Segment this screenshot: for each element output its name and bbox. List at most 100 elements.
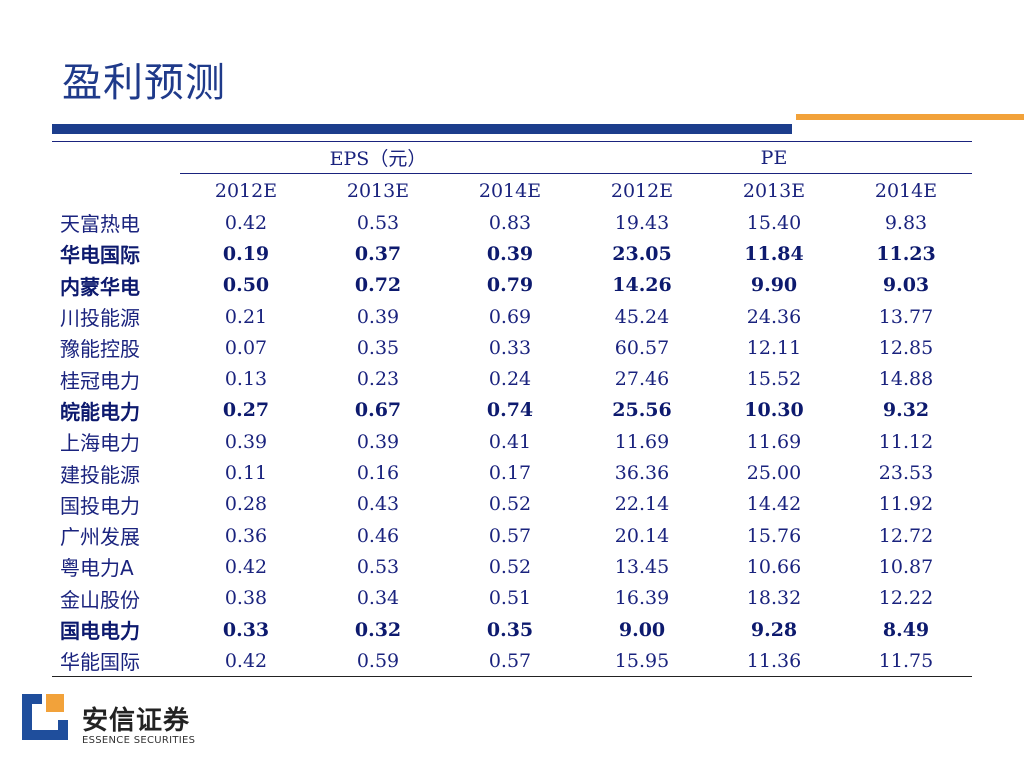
eps-value-cell: 0.39 (356, 305, 400, 328)
title-underline-orange (796, 114, 1024, 120)
year-header: 2013E (742, 179, 806, 202)
company-name-cell: 广州发展 (60, 525, 140, 550)
eps-value-cell: 0.50 (222, 274, 270, 297)
earnings-forecast-table: EPS（元） PE 2012E 2013E 2014E 2012E 2013E … (52, 141, 972, 678)
eps-value-cell: 0.83 (488, 211, 532, 234)
company-name-cell: 华电国际 (60, 243, 140, 268)
company-name-cell: 桂冠电力 (60, 368, 140, 393)
corner-cell (52, 142, 180, 174)
eps-value-cell: 0.32 (354, 618, 402, 641)
pe-value-cell: 23.53 (878, 462, 934, 485)
eps-value-cell: 0.34 (356, 587, 400, 610)
eps-value-cell: 0.53 (356, 211, 400, 234)
pe-value-cell: 24.36 (746, 305, 802, 328)
eps-value-cell: 0.57 (488, 524, 532, 547)
table-row: 华能国际 0.42 0.59 0.57 15.95 11.36 11.75 (52, 645, 972, 678)
eps-value-cell: 0.28 (224, 493, 268, 516)
year-header: 2014E (478, 179, 542, 202)
eps-value-cell: 0.19 (222, 242, 270, 265)
eps-value-cell: 0.23 (356, 368, 400, 391)
eps-value-cell: 0.24 (488, 368, 532, 391)
company-name-cell: 国投电力 (60, 493, 140, 518)
pe-value-cell: 13.77 (878, 305, 934, 328)
pe-value-cell: 9.32 (882, 399, 930, 422)
eps-value-cell: 0.51 (488, 587, 532, 610)
table-row: 豫能控股 0.07 0.35 0.33 60.57 12.11 12.85 (52, 332, 972, 363)
eps-value-cell: 0.39 (356, 430, 400, 453)
pe-value-cell: 14.42 (746, 493, 802, 516)
pe-value-cell: 10.66 (746, 555, 802, 578)
pe-value-cell: 11.84 (744, 242, 804, 265)
pe-value-cell: 25.56 (612, 399, 672, 422)
pe-value-cell: 12.11 (746, 336, 802, 359)
eps-value-cell: 0.21 (224, 305, 268, 328)
eps-value-cell: 0.69 (488, 305, 532, 328)
eps-group-header: EPS（元） (180, 141, 576, 174)
table-row: 国投电力 0.28 0.43 0.52 22.14 14.42 11.92 (52, 489, 972, 520)
eps-value-cell: 0.74 (486, 399, 534, 422)
pe-value-cell: 12.22 (878, 587, 934, 610)
table-row: 广州发展 0.36 0.46 0.57 20.14 15.76 12.72 (52, 520, 972, 551)
corner-cell (52, 174, 180, 208)
pe-value-cell: 10.30 (744, 399, 804, 422)
company-name-cell: 天富热电 (60, 212, 140, 237)
eps-value-cell: 0.67 (354, 399, 402, 422)
eps-value-cell: 0.36 (224, 524, 268, 547)
eps-value-cell: 0.38 (224, 587, 268, 610)
eps-value-cell: 0.79 (486, 274, 534, 297)
logo-english-name: ESSENCE SECURITIES (82, 735, 196, 746)
pe-value-cell: 15.52 (746, 368, 802, 391)
pe-value-cell: 14.26 (612, 274, 672, 297)
eps-value-cell: 0.43 (356, 493, 400, 516)
company-name-cell: 华能国际 (52, 645, 180, 678)
pe-value-cell: 9.03 (882, 274, 930, 297)
eps-value-cell: 0.42 (224, 555, 268, 578)
pe-value-cell: 11.23 (876, 242, 936, 265)
eps-value-cell: 0.17 (488, 462, 532, 485)
pe-value-cell: 11.92 (878, 493, 934, 516)
eps-value-cell: 0.42 (224, 211, 268, 234)
table-row: 华电国际 0.19 0.37 0.39 23.05 11.84 11.23 (52, 238, 972, 269)
eps-value-cell: 0.39 (486, 242, 534, 265)
pe-value-cell: 9.28 (750, 618, 798, 641)
pe-value-cell: 9.90 (750, 274, 798, 297)
pe-value-cell: 9.83 (884, 211, 928, 234)
pe-value-cell: 23.05 (612, 242, 672, 265)
pe-value-cell: 13.45 (614, 555, 670, 578)
company-name-cell: 金山股份 (60, 587, 140, 612)
eps-value-cell: 0.33 (488, 336, 532, 359)
year-header: 2014E (874, 179, 938, 202)
eps-value-cell: 0.16 (356, 462, 400, 485)
pe-value-cell: 19.43 (614, 211, 670, 234)
pe-value-cell: 36.36 (614, 462, 670, 485)
eps-value-cell: 0.52 (488, 555, 532, 578)
company-name-cell: 皖能电力 (60, 399, 140, 424)
pe-value-cell: 20.14 (614, 524, 670, 547)
essence-logo-mark-icon (22, 694, 68, 740)
table-row: 天富热电 0.42 0.53 0.83 19.43 15.40 9.83 (52, 207, 972, 238)
pe-value-cell: 11.12 (878, 430, 934, 453)
eps-value-cell: 0.59 (312, 645, 444, 678)
eps-value-cell: 0.46 (356, 524, 400, 547)
logo-chinese-name: 安信证券 (82, 706, 191, 736)
year-header-row: 2012E 2013E 2014E 2012E 2013E 2014E (52, 174, 972, 208)
pe-value-cell: 16.39 (614, 587, 670, 610)
pe-value-cell: 18.32 (746, 587, 802, 610)
pe-value-cell: 15.95 (576, 645, 708, 678)
pe-value-cell: 25.00 (746, 462, 802, 485)
year-header: 2012E (214, 179, 278, 202)
eps-value-cell: 0.41 (488, 430, 532, 453)
pe-value-cell: 12.85 (878, 336, 934, 359)
pe-value-cell: 14.88 (878, 368, 934, 391)
company-name-cell: 上海电力 (60, 431, 140, 456)
year-header: 2012E (610, 179, 674, 202)
company-name-cell: 建投能源 (60, 462, 140, 487)
pe-value-cell: 11.75 (840, 645, 972, 678)
pe-value-cell: 12.72 (878, 524, 934, 547)
pe-value-cell: 15.76 (746, 524, 802, 547)
table-row: 国电电力 0.33 0.32 0.35 9.00 9.28 8.49 (52, 614, 972, 645)
pe-value-cell: 11.69 (614, 430, 670, 453)
company-name-cell: 豫能控股 (60, 337, 140, 362)
pe-value-cell: 15.40 (746, 211, 802, 234)
table-row: 川投能源 0.21 0.39 0.69 45.24 24.36 13.77 (52, 301, 972, 332)
